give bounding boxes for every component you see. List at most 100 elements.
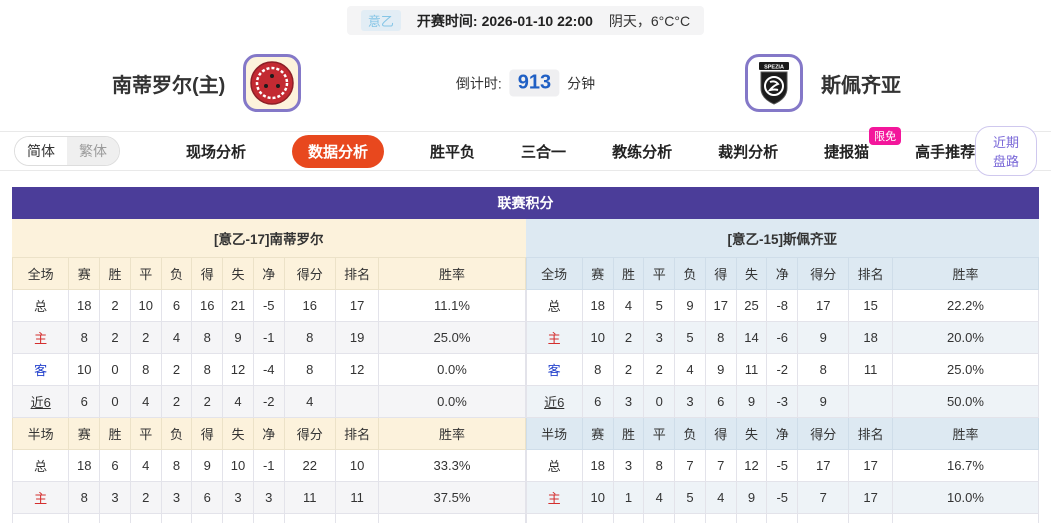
column-header-cell: 得: [191, 417, 224, 450]
stat-cell: 50.0%: [891, 385, 1040, 418]
column-header-cell: 净: [252, 257, 285, 290]
stat-cell: 9: [735, 385, 768, 418]
stat-cell: 16: [191, 289, 224, 322]
stat-cell: 4: [129, 449, 162, 482]
stat-cell: 9: [797, 321, 850, 354]
stat-cell: 7: [222, 513, 254, 523]
stat-cell: 4: [222, 385, 254, 418]
column-header-cell: 负: [160, 417, 193, 450]
column-header-row: 全场赛胜平负得失净得分 排名 胜率: [11, 257, 526, 290]
stat-cell: 6: [68, 385, 101, 418]
stat-cell: 22.2%: [891, 289, 1040, 322]
stat-cell: 9: [674, 289, 706, 322]
stat-cell: 4: [704, 481, 737, 514]
stat-cell: 11.1%: [378, 289, 526, 322]
stat-cell: 2: [191, 385, 224, 418]
stat-cell: 16: [283, 289, 336, 322]
stat-cell: 17: [797, 449, 850, 482]
home-stats-table: 全场赛胜平负得失净得分 排名 胜率总 18 2 10 6 16 21 -5 16 17 11.1% 主 8 2…: [11, 257, 526, 523]
nav-tab[interactable]: 教练分析: [612, 143, 673, 161]
stat-cell: 10: [222, 449, 254, 482]
column-header-cell: 排名: [334, 257, 380, 290]
stat-cell: 15: [848, 289, 893, 322]
table-row: 总 18 4 5 9 17 25 -8 17 15 22.2%: [525, 289, 1040, 322]
column-header-cell: 胜率: [891, 417, 1040, 450]
nav-tabs: 现场分析 数据分析 胜平负 三合一 教练分析 裁判分析 捷报猫 限免 高手推荐: [186, 126, 976, 168]
home-team-cluster: 南蒂罗尔(主): [112, 54, 302, 112]
table-row: 总 18 3 8 7 7 12 -5 17 17 16.7%: [525, 449, 1040, 482]
column-header-cell: 得: [704, 417, 737, 450]
stat-cell: 5: [643, 289, 676, 322]
stat-cell: 8: [581, 353, 614, 386]
stat-cell: 18: [581, 449, 614, 482]
stat-cell: 11: [283, 513, 336, 523]
row-label-cell[interactable]: 近6: [525, 385, 583, 418]
stat-cell: 18: [848, 321, 893, 354]
section-title: 联赛积分: [12, 187, 1039, 219]
stat-cell: -6: [766, 321, 799, 354]
table-row: 近6 6 0 4 2 2 4 -2 4 0.0%: [11, 385, 526, 418]
lang-simplified[interactable]: 简体: [15, 137, 67, 165]
stat-cell: -3: [766, 385, 799, 418]
stat-cell: 18: [68, 449, 101, 482]
nav-tab[interactable]: 胜平负: [430, 143, 476, 161]
away-stats-table: 全场赛胜平负得失净得分 排名 胜率总 18 4 5 9 17 25 -8 17 15 22.2% 主 10 2…: [525, 257, 1040, 523]
column-header-cell: 胜: [99, 417, 131, 450]
nav-tab[interactable]: 高手推荐: [915, 143, 976, 161]
stat-cell: 3: [99, 481, 131, 514]
nav-tab[interactable]: 三合一: [521, 143, 567, 161]
stat-cell: 7: [704, 449, 737, 482]
table-row: 总 18 6 4 8 9 10 -1 22 10 33.3%: [11, 449, 526, 482]
stat-cell: [334, 385, 380, 418]
column-header-cell: 得分: [283, 417, 336, 450]
stat-cell: 2: [612, 353, 645, 386]
lang-traditional[interactable]: 繁体: [67, 137, 119, 165]
language-toggle[interactable]: 简体 繁体: [14, 136, 120, 166]
row-label-cell: 客: [11, 513, 70, 523]
away-table-header: [意乙-15]斯佩齐亚: [525, 219, 1039, 257]
stat-cell: 10: [797, 513, 850, 523]
column-header-cell: 得分: [797, 257, 850, 290]
stat-cell: 12: [735, 449, 768, 482]
spezia-crest-icon: SPEZIA: [759, 62, 789, 105]
row-label-cell: 主: [11, 321, 70, 354]
column-header-cell: 排名: [848, 257, 893, 290]
away-team-logo: SPEZIA: [745, 54, 803, 112]
table-team-headers: [意乙-17]南蒂罗尔 [意乙-15]斯佩齐亚: [12, 219, 1039, 257]
stat-cell: 11: [848, 353, 893, 386]
stat-cell: 4: [160, 321, 193, 354]
stat-cell: 9: [735, 481, 768, 514]
column-header-cell: 平: [643, 417, 676, 450]
stat-cell: 2: [129, 321, 162, 354]
nav-tab[interactable]: 现场分析: [186, 143, 247, 161]
row-label-cell: 主: [525, 321, 583, 354]
stat-cell: 4: [643, 481, 676, 514]
stat-cell: 8: [704, 321, 737, 354]
countdown-value: 913: [509, 69, 560, 97]
column-header-cell: 全场: [525, 257, 583, 290]
stat-cell: -2: [766, 353, 799, 386]
stat-cell: 6: [99, 449, 131, 482]
league-badge: 意乙: [360, 10, 401, 31]
column-header-cell: 全场: [11, 257, 70, 290]
nav-tab[interactable]: 数据分析: [292, 134, 385, 168]
stat-cell: 4: [612, 289, 645, 322]
stat-cell: -8: [766, 289, 799, 322]
stat-cell: 6: [581, 385, 614, 418]
stat-cell: 4: [283, 385, 336, 418]
nav-tab[interactable]: 捷报猫 限免: [824, 126, 902, 162]
column-header-cell: 得分: [797, 417, 850, 450]
match-info-pill: 意乙 开赛时间: 2026-01-10 22:00 阴天，6°C°C: [346, 6, 705, 35]
stat-cell: 2: [129, 481, 162, 514]
recent-trends-button[interactable]: 近期盘路: [975, 126, 1037, 176]
stat-cell: 7: [674, 449, 706, 482]
stat-cell: 3: [612, 385, 645, 418]
nav-tab[interactable]: 裁判分析: [718, 143, 779, 161]
stat-cell: 2: [129, 513, 162, 523]
stat-cell: 0: [99, 353, 131, 386]
row-label-cell[interactable]: 近6: [11, 385, 70, 418]
column-header-cell: 赛: [581, 417, 614, 450]
stat-cell: -2: [252, 385, 285, 418]
column-header-cell: 平: [643, 257, 676, 290]
stat-cell: 3: [704, 513, 737, 523]
